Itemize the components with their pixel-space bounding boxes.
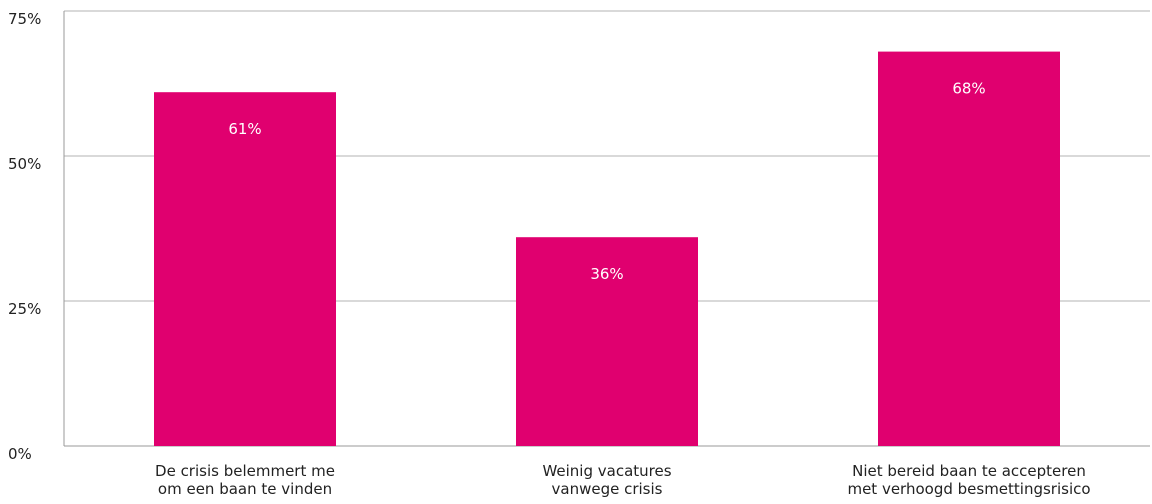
bars: [154, 51, 1060, 446]
category-label: De crisis belemmert me: [155, 462, 335, 480]
y-tick-label: 25%: [8, 300, 41, 318]
category-label: met verhoogd besmettingsrisico: [847, 480, 1090, 498]
category-label: vanwege crisis: [552, 480, 663, 498]
bar: [516, 237, 698, 446]
y-tick-label: 75%: [8, 10, 41, 28]
data-label: 61%: [228, 120, 261, 138]
data-label: 36%: [590, 265, 623, 283]
category-label: Niet bereid baan te accepteren: [852, 462, 1086, 480]
y-tick-label: 50%: [8, 155, 41, 173]
category-label: Weinig vacatures: [542, 462, 671, 480]
data-label: 68%: [952, 80, 985, 98]
bar: [154, 92, 336, 446]
category-label: om een baan te vinden: [158, 480, 332, 498]
data-labels: 61% 36% 68%: [228, 80, 985, 284]
bar: [878, 51, 1060, 446]
y-tick-label: 0%: [8, 445, 32, 463]
y-axis-tick-labels: 0% 25% 50% 75%: [8, 10, 41, 463]
